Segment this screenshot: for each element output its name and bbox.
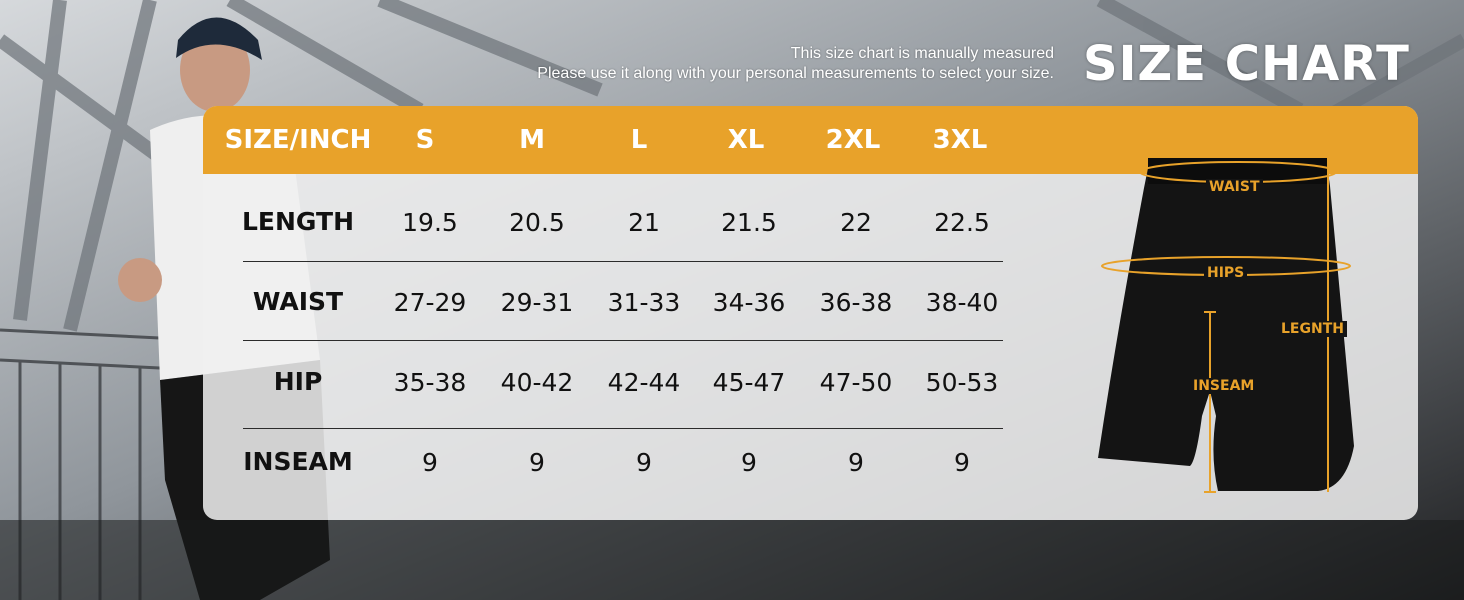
shorts-diagram: WAIST HIPS LEGNTH INSEAM xyxy=(1098,146,1398,496)
row-label-inseam: INSEAM xyxy=(243,447,353,476)
table-cell: 27-29 xyxy=(393,288,467,317)
table-cell: 9 xyxy=(954,448,970,477)
length-label: LEGNTH xyxy=(1278,321,1347,337)
table-cell: 45-47 xyxy=(712,368,786,397)
note-line-1: This size chart is manually measured xyxy=(790,45,1054,62)
size-header-s: S xyxy=(415,125,435,155)
table-cell: 20.5 xyxy=(509,208,565,237)
table-cell: 9 xyxy=(848,448,864,477)
note-line-2: Please use it along with your personal m… xyxy=(537,65,1054,82)
size-header-3xl: 3XL xyxy=(932,125,988,155)
table-cell: 21 xyxy=(628,208,660,237)
table-cell: 35-38 xyxy=(393,368,467,397)
row-divider xyxy=(243,428,1003,429)
table-cell: 9 xyxy=(636,448,652,477)
inseam-label: INSEAM xyxy=(1190,378,1258,394)
size-chart-card: SIZE/INCH S M L XL 2XL 3XL LENGTH 19.5 2… xyxy=(203,106,1418,520)
waist-label: WAIST xyxy=(1206,179,1263,195)
size-header-xl: XL xyxy=(727,125,765,155)
table-cell: 21.5 xyxy=(721,208,777,237)
shorts-icon xyxy=(1098,156,1354,493)
table-cell: 47-50 xyxy=(819,368,893,397)
row-divider xyxy=(243,261,1003,262)
row-label-hip: HIP xyxy=(273,367,323,396)
table-cell: 34-36 xyxy=(712,288,786,317)
table-cell: 19.5 xyxy=(402,208,458,237)
table-cell: 31-33 xyxy=(607,288,681,317)
table-cell: 9 xyxy=(741,448,757,477)
measurement-note: This size chart is manually measured Ple… xyxy=(537,44,1054,84)
corner-label: SIZE/INCH xyxy=(224,125,372,155)
size-header-2xl: 2XL xyxy=(825,125,881,155)
table-cell: 38-40 xyxy=(925,288,999,317)
table-cell: 42-44 xyxy=(607,368,681,397)
size-header-m: M xyxy=(519,125,545,155)
size-header-l: L xyxy=(630,125,648,155)
row-label-waist: WAIST xyxy=(252,287,344,316)
table-cell: 22.5 xyxy=(934,208,990,237)
hips-label: HIPS xyxy=(1204,265,1248,281)
row-divider xyxy=(243,340,1003,341)
table-cell: 36-38 xyxy=(819,288,893,317)
page-title: SIZE CHART xyxy=(1083,36,1410,92)
table-cell: 29-31 xyxy=(500,288,574,317)
table-cell: 50-53 xyxy=(925,368,999,397)
table-cell: 22 xyxy=(840,208,872,237)
row-label-length: LENGTH xyxy=(242,207,354,236)
table-cell: 40-42 xyxy=(500,368,574,397)
table-cell: 9 xyxy=(422,448,438,477)
table-cell: 9 xyxy=(529,448,545,477)
